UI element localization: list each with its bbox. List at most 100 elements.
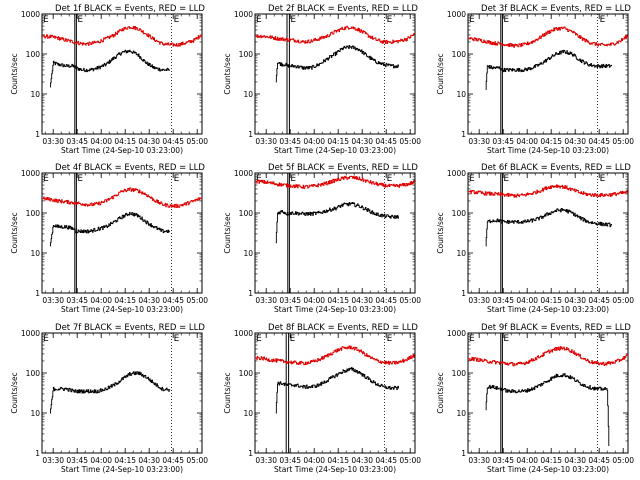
plot-frame [41, 13, 203, 135]
x-tick-label: 03:45 [66, 296, 88, 305]
y-axis-label: Counts/sec [223, 372, 232, 413]
y-tick-label: 1000 [21, 169, 40, 178]
x-tick-label: 04:30 [351, 137, 373, 146]
y-axis-label: Counts/sec [436, 372, 445, 413]
y-tick-label: 100 [26, 209, 41, 218]
x-tick-label: 04:45 [375, 456, 397, 465]
y-axis-label: Counts/sec [223, 53, 232, 94]
plot-frame [41, 332, 203, 454]
x-tick-label: 05:00 [399, 137, 421, 146]
x-tick-label: 04:00 [90, 456, 112, 465]
interval-flag-label: E [503, 174, 509, 184]
interval-flag-label: E [503, 15, 509, 25]
y-tick-label: 1000 [447, 10, 466, 19]
x-tick-label: 04:45 [375, 137, 397, 146]
y-axis-label: Counts/sec [10, 53, 19, 94]
panel-title: Det 5f BLACK = Events, RED = LLD [268, 163, 418, 173]
detector-panel: Det 8f BLACK = Events, RED = LLD 1 10 100 10… [223, 323, 421, 474]
detector-panel: Det 1f BLACK = Events, RED = LLD 1 10 100 10… [10, 4, 208, 155]
x-axis-label: Start Time (24-Sep-10 03:23:00) [61, 305, 183, 314]
y-tick-label: 1000 [447, 169, 466, 178]
x-tick-label: 03:45 [492, 456, 514, 465]
x-tick-label: 04:30 [351, 456, 373, 465]
lld-series-line [255, 175, 416, 189]
events-series-line [485, 208, 613, 247]
y-tick-label: 1000 [21, 329, 40, 338]
x-axis-label: Start Time (24-Sep-10 03:23:00) [274, 305, 396, 314]
x-tick-label: 04:45 [588, 456, 610, 465]
interval-flag-label: E [469, 174, 475, 184]
x-tick-label: 03:45 [279, 296, 301, 305]
x-tick-label: 03:30 [42, 456, 64, 465]
events-series-line [275, 201, 399, 244]
x-tick-label: 04:15 [114, 296, 136, 305]
events-series-line [275, 367, 399, 414]
y-axis-label: Counts/sec [10, 372, 19, 413]
y-tick-label: 1 [461, 130, 466, 139]
interval-flag-label: E [387, 174, 393, 184]
x-tick-label: 04:30 [138, 456, 160, 465]
x-tick-label: 04:15 [327, 296, 349, 305]
interval-flag-label: E [174, 174, 180, 184]
interval-flag-label: E [290, 334, 296, 344]
y-tick-label: 10 [243, 409, 253, 418]
x-tick-label: 04:00 [303, 456, 325, 465]
x-tick-label: 04:15 [540, 137, 562, 146]
x-tick-label: 04:45 [375, 296, 397, 305]
interval-flag-label: E [43, 334, 49, 344]
interval-flag-label: E [256, 174, 262, 184]
x-tick-label: 05:00 [186, 296, 208, 305]
panel-title: Det 9f BLACK = Events, RED = LLD [481, 323, 631, 333]
x-tick-label: 04:30 [564, 456, 586, 465]
x-tick-label: 03:45 [279, 456, 301, 465]
events-series-line [485, 49, 613, 90]
y-tick-label: 100 [239, 50, 254, 59]
plot-frame [467, 172, 629, 294]
x-tick-label: 03:45 [279, 137, 301, 146]
interval-flag-label: E [256, 334, 262, 344]
interval-flag-label: E [174, 334, 180, 344]
x-tick-label: 04:15 [327, 456, 349, 465]
x-tick-label: 03:45 [66, 137, 88, 146]
x-tick-label: 05:00 [612, 456, 634, 465]
detector-panel: Det 2f BLACK = Events, RED = LLD 1 10 100 10… [223, 4, 421, 155]
events-series-line [485, 373, 610, 446]
interval-flag-label: E [387, 334, 393, 344]
detector-panel: Det 7f BLACK = Events, RED = LLD 1 10 100 10… [10, 323, 208, 474]
lld-series-line [42, 25, 203, 47]
events-series-line [50, 371, 171, 414]
y-tick-label: 1 [461, 289, 466, 298]
x-axis-label: Start Time (24-Sep-10 03:23:00) [487, 465, 609, 474]
x-tick-label: 04:00 [90, 296, 112, 305]
panel-title: Det 1f BLACK = Events, RED = LLD [55, 4, 205, 14]
lld-series-line [42, 187, 203, 208]
x-tick-label: 05:00 [612, 296, 634, 305]
x-tick-label: 04:45 [588, 296, 610, 305]
y-axis-label: Counts/sec [436, 212, 445, 253]
x-tick-label: 04:00 [90, 137, 112, 146]
interval-flag-label: E [600, 334, 606, 344]
y-tick-label: 1 [35, 449, 40, 458]
x-tick-label: 03:30 [468, 296, 490, 305]
interval-flag-label: E [290, 174, 296, 184]
events-series-line [275, 45, 399, 83]
x-tick-label: 04:00 [516, 137, 538, 146]
lld-series-line [468, 346, 629, 367]
x-tick-label: 03:45 [492, 296, 514, 305]
y-axis-label: Counts/sec [10, 212, 19, 253]
x-tick-label: 05:00 [186, 456, 208, 465]
x-tick-label: 04:15 [540, 456, 562, 465]
events-series-line [50, 211, 170, 247]
y-tick-label: 100 [452, 209, 467, 218]
plot-frame [254, 332, 416, 454]
panel-title: Det 6f BLACK = Events, RED = LLD [481, 163, 631, 173]
y-tick-label: 10 [456, 249, 466, 258]
x-tick-label: 03:45 [492, 137, 514, 146]
lld-series-line [468, 26, 629, 48]
y-tick-label: 1000 [21, 10, 40, 19]
x-tick-label: 04:15 [114, 137, 136, 146]
x-axis-label: Start Time (24-Sep-10 03:23:00) [274, 465, 396, 474]
x-axis-label: Start Time (24-Sep-10 03:23:00) [487, 146, 609, 155]
y-tick-label: 1 [248, 449, 253, 458]
